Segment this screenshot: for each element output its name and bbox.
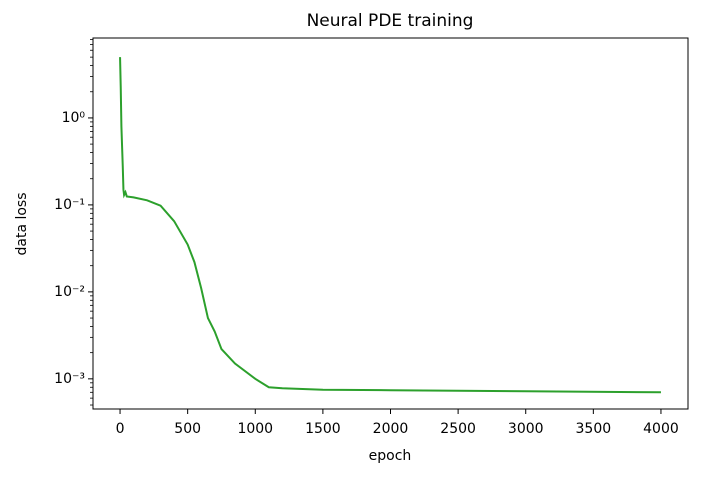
x-axis-label: epoch [369,448,412,464]
x-tick-label: 3500 [576,421,612,437]
x-tick-label: 500 [174,421,201,437]
y-tick-label: 10⁻² [54,284,85,300]
x-tick-label: 2500 [440,421,476,437]
data-line [119,57,661,394]
x-tick-label: 1000 [237,421,273,437]
x-tick-label: 4000 [643,421,679,437]
y-tick-label: 10⁻³ [54,371,85,387]
y-tick-label: 10⁻¹ [54,197,85,213]
x-tick-label: 0 [116,421,125,437]
x-tick-label: 1500 [305,421,341,437]
x-tick-label: 3000 [508,421,544,437]
plot-frame [92,37,689,410]
y-axis-label: data loss [14,192,30,255]
x-tick-label: 2000 [373,421,409,437]
y-tick-label: 10⁰ [62,110,86,126]
chart-title: Neural PDE training [307,11,474,31]
